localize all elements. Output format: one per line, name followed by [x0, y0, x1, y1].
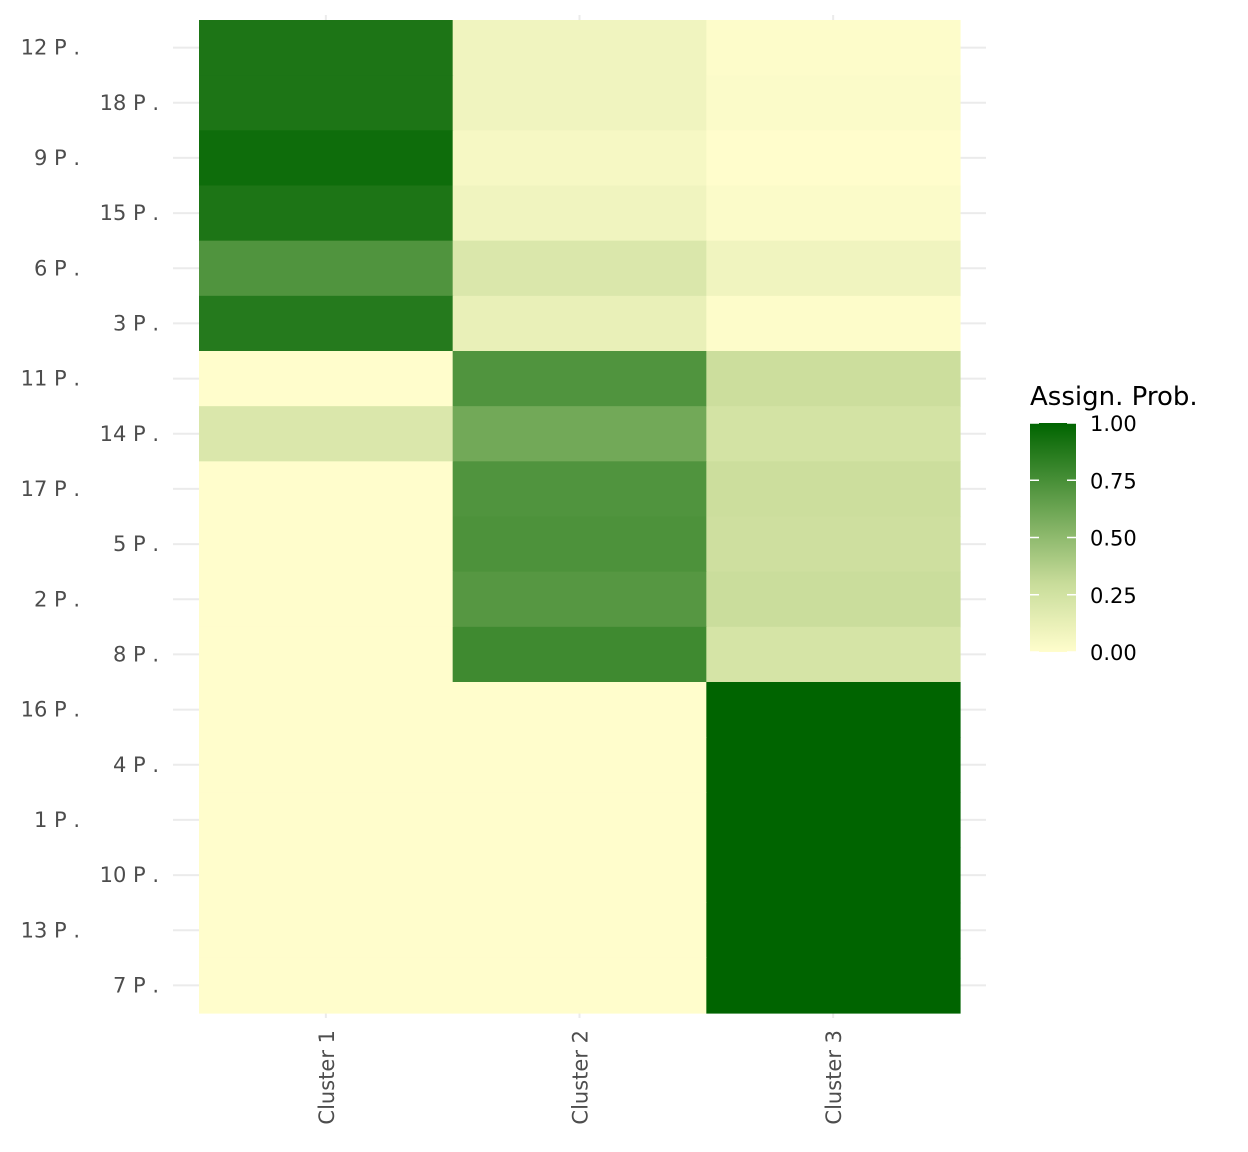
y-tick-label: 3 P . [113, 311, 159, 335]
y-tick-label: 6 P . [34, 256, 80, 280]
heatmap-cell [452, 240, 707, 297]
legend-tick-label: 0.75 [1090, 469, 1137, 493]
heatmap-cell [706, 737, 961, 793]
heatmap-cell [199, 185, 454, 242]
heatmap-cell [706, 902, 961, 959]
heatmap-cell [452, 571, 707, 628]
heatmap-cell [452, 847, 707, 904]
legend-tick-label: 1.00 [1090, 412, 1137, 436]
legend-tick-label: 0.50 [1090, 527, 1137, 551]
heatmap-cell [199, 902, 454, 959]
y-tick-label: 2 P . [34, 587, 80, 611]
heatmap-cell [199, 737, 454, 793]
heatmap-cell [199, 295, 454, 352]
y-tick-label: 11 P . [21, 367, 80, 391]
heatmap-cell [452, 737, 707, 793]
y-axis-labels: 12 P . 18 P . 9 P . 15 P . 6 P . 3 P . 11 P . 1… [21, 36, 159, 998]
y-tick-label: 14 P . [100, 422, 159, 446]
heatmap-cell [706, 130, 961, 187]
y-tick-label: 8 P . [113, 642, 159, 666]
heatmap-cell [199, 240, 454, 297]
heatmap-cell [199, 682, 454, 738]
heatmap-cell [199, 792, 454, 849]
heatmap-cell [706, 240, 961, 297]
legend-ticks: 1.00 0.75 0.50 0.25 0.00 [1030, 412, 1137, 665]
heatmap-cell [706, 571, 961, 628]
heatmap-cell [706, 351, 961, 407]
heatmap-cell [199, 351, 454, 407]
y-tick-label: 18 P . [100, 91, 159, 115]
y-tick-label: 4 P . [113, 753, 159, 777]
heatmap-cell [452, 295, 707, 352]
y-tick-label: 1 P . [34, 808, 80, 832]
legend-tick-label: 0.25 [1090, 584, 1137, 608]
y-tick-label: 5 P . [113, 532, 159, 556]
y-tick-label: 17 P . [21, 477, 80, 501]
heatmap-cell [706, 682, 961, 738]
heatmap-cell [199, 20, 454, 76]
heatmap-cell [706, 75, 961, 131]
heatmap-cells [199, 20, 961, 1014]
y-tick-label: 13 P . [21, 918, 80, 942]
legend-tick-label: 0.00 [1090, 641, 1137, 665]
y-tick-label: 10 P . [100, 863, 159, 887]
heatmap-cell [199, 847, 454, 904]
heatmap-cell [452, 20, 707, 76]
x-tick-label: Cluster 2 [569, 1030, 593, 1125]
heatmap-cell [706, 516, 961, 573]
heatmap-cell [199, 130, 454, 187]
heatmap-cell [706, 461, 961, 518]
legend-title: Assign. Prob. [1030, 382, 1198, 412]
heatmap-cell [199, 461, 454, 518]
heatmap-cell [706, 295, 961, 352]
heatmap-cell [199, 571, 454, 628]
heatmap-cell [706, 20, 961, 76]
heatmap-cell [706, 792, 961, 849]
heatmap-cell [199, 626, 454, 683]
heatmap-cell [199, 406, 454, 462]
heatmap-cell [706, 406, 961, 462]
heatmap-cell [452, 130, 707, 187]
heatmap-cell [452, 792, 707, 849]
heatmap-cell [452, 626, 707, 683]
x-axis-labels: Cluster 1 Cluster 2 Cluster 3 [315, 1030, 846, 1125]
heatmap-cell [199, 957, 454, 1014]
heatmap-cell [199, 75, 454, 131]
heatmap-cell [706, 185, 961, 242]
heatmap-cell [452, 461, 707, 518]
heatmap-cell [706, 957, 961, 1014]
heatmap-cell [452, 75, 707, 131]
y-tick-label: 9 P . [34, 146, 80, 170]
heatmap-cell [199, 516, 454, 573]
heatmap-cell [706, 847, 961, 904]
heatmap-cell [452, 902, 707, 959]
y-tick-label: 7 P . [113, 973, 159, 997]
heatmap-cell [452, 516, 707, 573]
y-tick-label: 12 P . [21, 36, 80, 60]
y-tick-label: 16 P . [21, 698, 80, 722]
x-tick-label: Cluster 1 [315, 1030, 339, 1125]
heatmap-cell [452, 406, 707, 462]
x-tick-label: Cluster 3 [822, 1030, 846, 1125]
y-tick-label: 15 P . [100, 201, 159, 225]
heatmap-cell [452, 682, 707, 738]
legend: Assign. Prob. 1.00 0.75 0.50 0.25 0.00 [1030, 382, 1198, 665]
heatmap-cell [452, 351, 707, 407]
heatmap-cell [452, 957, 707, 1014]
heatmap-cell [706, 626, 961, 683]
heatmap-cell [452, 185, 707, 242]
